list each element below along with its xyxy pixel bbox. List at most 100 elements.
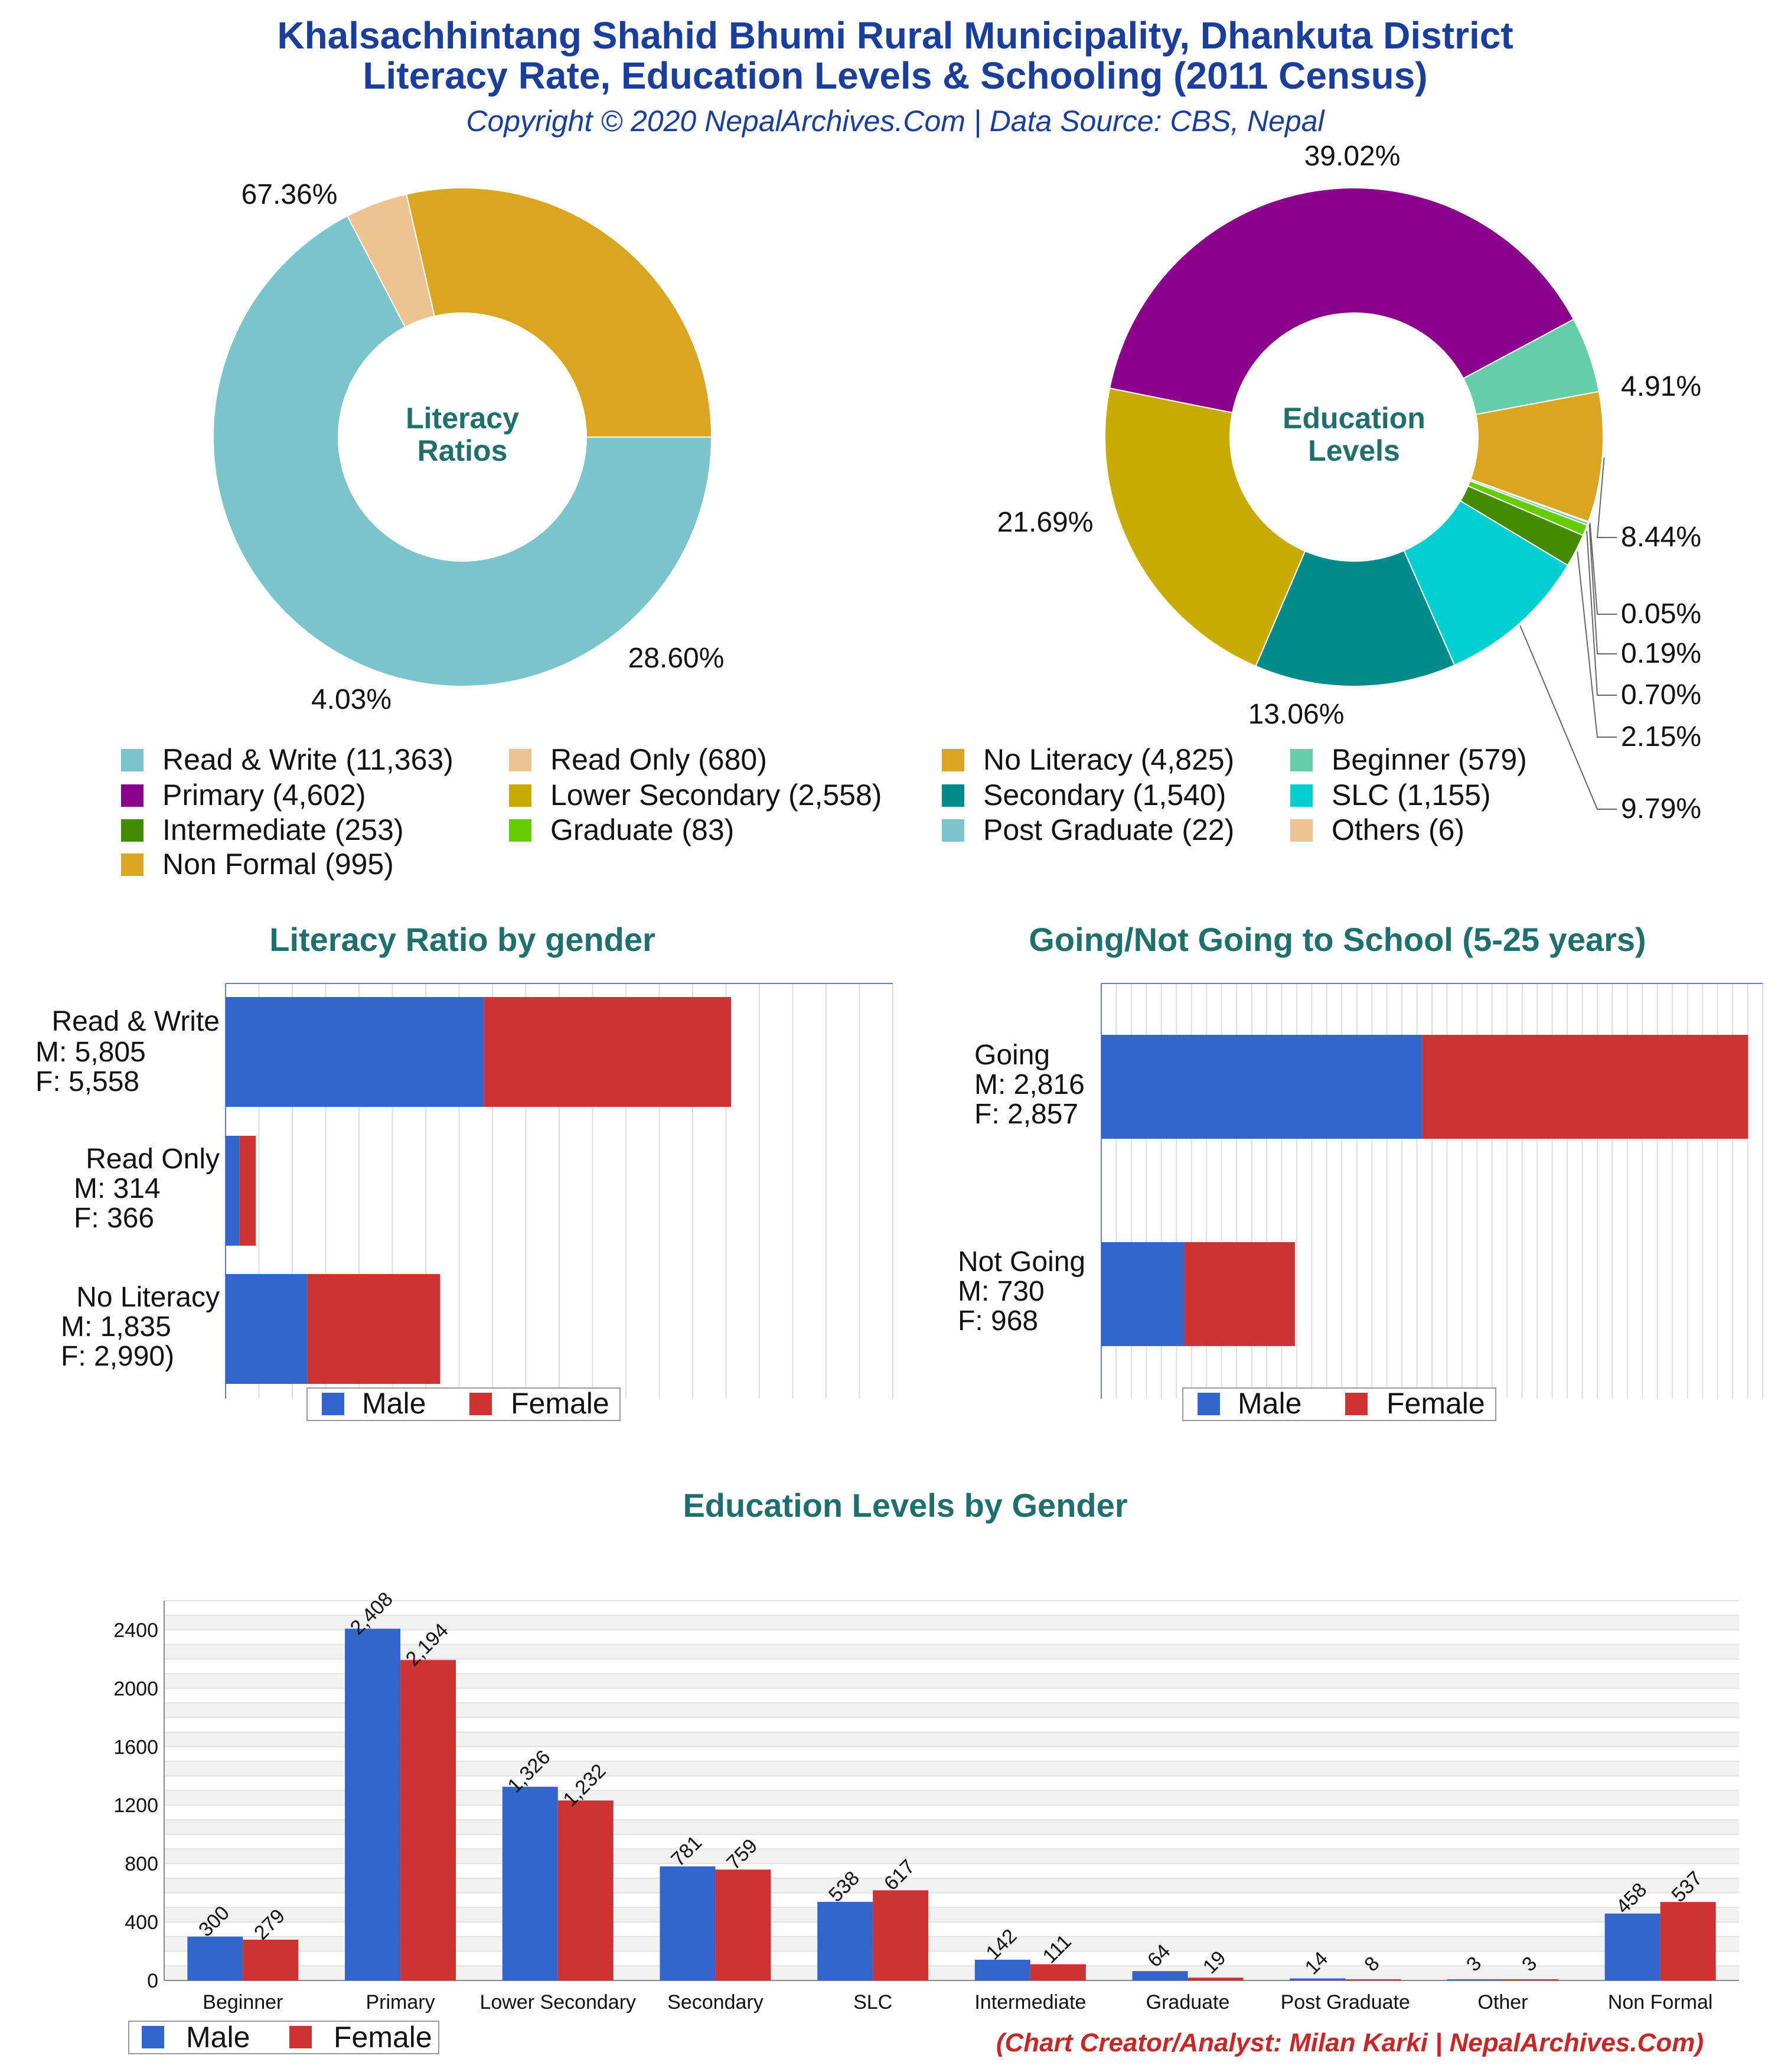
data-label-intermediate-female: 111 bbox=[1038, 1930, 1075, 1967]
x-category-label-non-formal: Non Formal bbox=[1608, 1991, 1713, 2014]
x-category-label-lower-secondary: Lower Secondary bbox=[479, 1991, 636, 2014]
y-tick-label: 400 bbox=[125, 1911, 158, 1934]
bar-lower-secondary-male bbox=[502, 1787, 558, 1980]
bar-intermediate-male bbox=[974, 1959, 1030, 1980]
education-by-gender-bars bbox=[187, 1628, 1716, 1980]
bar-post-graduate-male bbox=[1290, 1978, 1346, 1980]
donut2-pct-primary: 39.02% bbox=[1304, 141, 1401, 172]
legend-label-post-graduate: Post Graduate (22) bbox=[983, 813, 1234, 846]
donut-slice-read-write bbox=[213, 215, 713, 687]
hbar1-legend-swatch-male bbox=[322, 1393, 344, 1415]
legend-swatch-others bbox=[1290, 819, 1313, 842]
legend-label-slc: SLC (1,155) bbox=[1332, 778, 1491, 812]
bar-post-graduate-female bbox=[1345, 1979, 1401, 1980]
bar-going-female bbox=[1422, 1035, 1748, 1139]
hbar1-label-read-only-female: F: 366 bbox=[74, 1203, 154, 1234]
hbar1-legend-label-female: Female bbox=[511, 1387, 609, 1420]
donut1-pct-no-literacy: 28.60% bbox=[628, 643, 725, 674]
hbar1-label-read-only-male: M: 314 bbox=[74, 1173, 161, 1204]
donut2-pct-post-graduate: 0.19% bbox=[1621, 638, 1701, 669]
page-title-line2: Literacy Rate, Education Levels & School… bbox=[363, 54, 1427, 97]
legend-label-no-literacy: No Literacy (4,825) bbox=[983, 743, 1234, 776]
donut2-center-label-line1: Education bbox=[1283, 402, 1425, 435]
legend-label-non-formal: Non Formal (995) bbox=[162, 848, 394, 881]
education-by-gender-y-axis: 0 400 800 1200 1600 2000 2400 bbox=[113, 1601, 1739, 1992]
legend-swatch-secondary bbox=[942, 784, 964, 807]
leader-line-slc bbox=[1519, 625, 1617, 810]
legend-label-beginner: Beginner (579) bbox=[1332, 743, 1527, 776]
bar-non-formal-female bbox=[1660, 1902, 1716, 1980]
donut2-pct-graduate: 0.70% bbox=[1621, 679, 1701, 711]
bar-other-female bbox=[1502, 1979, 1558, 1980]
y-tick-label: 1600 bbox=[113, 1736, 158, 1758]
donut2-pct-intermediate: 2.15% bbox=[1621, 721, 1701, 752]
legend-swatch-read-write bbox=[121, 749, 143, 771]
donut2-center-label-line2: Levels bbox=[1308, 434, 1400, 467]
hbar2-legend-box bbox=[1182, 1387, 1496, 1421]
y-tick-label: 800 bbox=[125, 1853, 158, 1875]
hbar1-label-read-write-female: F: 5,558 bbox=[35, 1066, 139, 1097]
donut2-pct-others: 0.05% bbox=[1621, 598, 1701, 630]
donut-slice-primary bbox=[1109, 187, 1575, 413]
bar-read-only-male bbox=[226, 1136, 240, 1246]
bar-no-literacy-female bbox=[307, 1274, 441, 1384]
bar-beginner-male bbox=[187, 1936, 243, 1980]
literacy-by-gender-legend: Male Female bbox=[306, 1387, 621, 1421]
page-subtitle: Copyright © 2020 NepalArchives.Com | Dat… bbox=[466, 105, 1325, 138]
bar-graduate-male bbox=[1132, 1971, 1188, 1980]
literacy-by-gender-title: Literacy Ratio by gender bbox=[269, 921, 655, 958]
legend-label-read-write: Read & Write (11,363) bbox=[162, 743, 454, 776]
school-going-bars bbox=[1101, 1035, 1748, 1346]
hbar1-label-read-write-name: Read & Write bbox=[51, 1006, 220, 1037]
bar-secondary-female bbox=[715, 1869, 771, 1980]
bar-read-write-male bbox=[226, 997, 484, 1107]
leader-line-intermediate bbox=[1577, 551, 1617, 738]
hbar2-label-not-going-male: M: 730 bbox=[958, 1276, 1045, 1307]
bar-no-literacy-male bbox=[226, 1274, 308, 1384]
donut2-pct-non-formal: 8.44% bbox=[1621, 522, 1701, 553]
education-by-gender-categories: Beginner Primary Lower Secondary Secondary S… bbox=[203, 1991, 1712, 2014]
bar-non-formal-male bbox=[1604, 1913, 1660, 1980]
bar-slc-female bbox=[873, 1890, 929, 1980]
donut-legend: Read & Write (11,363) Primary (4,602) In… bbox=[121, 743, 1527, 881]
legend-label-read-only: Read Only (680) bbox=[550, 743, 767, 776]
bar-other-male bbox=[1447, 1979, 1503, 1980]
leader-line-post-graduate bbox=[1588, 524, 1617, 654]
x-category-label-secondary: Secondary bbox=[667, 1991, 764, 2014]
donut2-pct-secondary: 13.06% bbox=[1248, 699, 1345, 730]
hbar2-legend-swatch-male bbox=[1198, 1393, 1220, 1415]
hbar2-label-not-going-name: Not Going bbox=[958, 1246, 1085, 1278]
hbar1-legend-label-male: Male bbox=[362, 1387, 426, 1420]
x-category-label-primary: Primary bbox=[366, 1991, 435, 2014]
leader-line-others bbox=[1589, 522, 1617, 615]
education-by-gender-title: Education Levels by Gender bbox=[683, 1487, 1127, 1524]
grid-band bbox=[164, 1644, 1739, 1659]
donut-slice-secondary bbox=[1255, 549, 1456, 687]
credit-line: (Chart Creator/Analyst: Milan Karki | Ne… bbox=[996, 2028, 1704, 2057]
literacy-by-gender-bars bbox=[226, 997, 732, 1384]
bar-going-male bbox=[1101, 1035, 1423, 1139]
bar-read-only-female bbox=[239, 1136, 256, 1246]
legend-label-others: Others (6) bbox=[1332, 813, 1464, 846]
donut-slice-lower-secondary bbox=[1104, 387, 1306, 667]
vbar-legend-swatch-female bbox=[289, 2026, 312, 2048]
literacy-ratios-donut bbox=[213, 187, 713, 687]
hbar1-label-read-write-male: M: 5,805 bbox=[35, 1037, 146, 1068]
legend-swatch-intermediate bbox=[121, 819, 143, 842]
leader-line-non-formal bbox=[1596, 457, 1617, 538]
legend-label-primary: Primary (4,602) bbox=[162, 778, 366, 812]
bar-lower-secondary-female bbox=[557, 1800, 614, 1980]
x-category-label-other: Other bbox=[1477, 1991, 1528, 2014]
legend-swatch-read-only bbox=[509, 749, 531, 771]
data-label-secondary-female: 759 bbox=[722, 1835, 762, 1874]
hbar1-legend-swatch-female bbox=[469, 1393, 492, 1415]
y-tick-label: 1200 bbox=[113, 1794, 158, 1817]
legend-swatch-no-literacy bbox=[942, 749, 964, 771]
school-going-category-labels: Going M: 2,816 F: 2,857 Not Going M: 730… bbox=[958, 1040, 1085, 1337]
legend-swatch-graduate bbox=[509, 819, 531, 842]
vbar-legend-label-female: Female bbox=[334, 2021, 432, 2054]
legend-swatch-post-graduate bbox=[942, 819, 964, 842]
data-label-secondary-male: 781 bbox=[667, 1832, 706, 1871]
page-title-line1: Khalsachhintang Shahid Bhumi Rural Munic… bbox=[277, 14, 1513, 57]
